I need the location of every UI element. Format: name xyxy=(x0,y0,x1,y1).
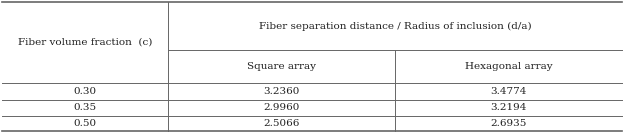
Text: Square array: Square array xyxy=(247,62,316,71)
Text: Fiber volume fraction  (c): Fiber volume fraction (c) xyxy=(18,38,152,47)
Text: 0.50: 0.50 xyxy=(74,119,97,128)
Text: Fiber separation distance / Radius of inclusion (d/a): Fiber separation distance / Radius of in… xyxy=(259,21,531,31)
Text: 2.5066: 2.5066 xyxy=(263,119,300,128)
Text: 3.4774: 3.4774 xyxy=(490,87,527,96)
Text: 0.35: 0.35 xyxy=(74,103,97,113)
Text: 2.9960: 2.9960 xyxy=(263,103,300,113)
Text: 3.2360: 3.2360 xyxy=(263,87,300,96)
Text: Hexagonal array: Hexagonal array xyxy=(465,62,552,71)
Text: 0.30: 0.30 xyxy=(74,87,97,96)
Text: 2.6935: 2.6935 xyxy=(490,119,527,128)
Text: 3.2194: 3.2194 xyxy=(490,103,527,113)
